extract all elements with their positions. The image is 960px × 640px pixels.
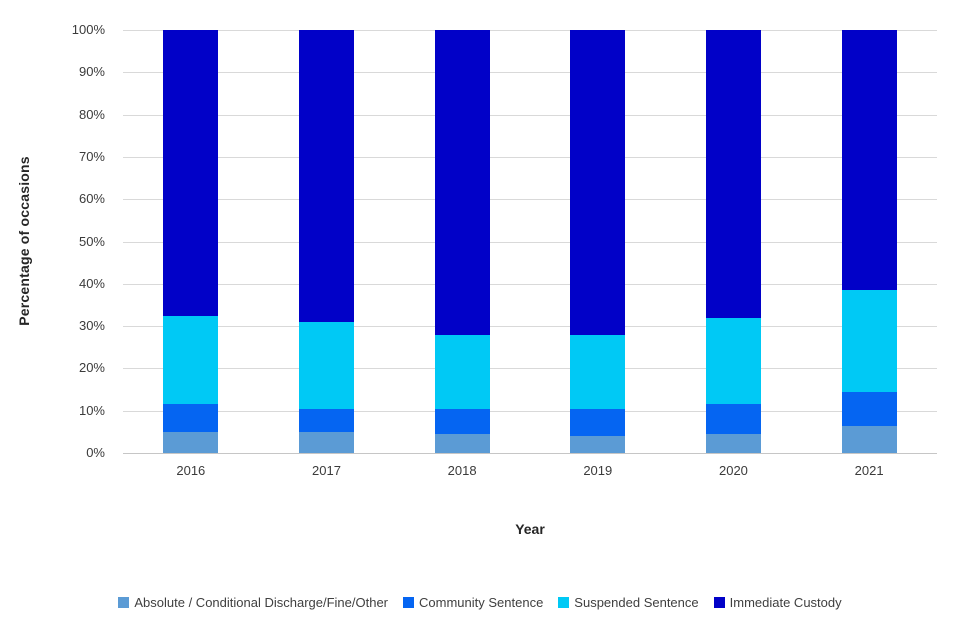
bar-segment [841, 290, 897, 392]
legend-swatch-icon [118, 597, 130, 608]
y-tick-label: 80% [78, 106, 105, 122]
bar-segment [705, 317, 761, 405]
y-tick-label: 10% [78, 402, 105, 418]
legend-item: Community Sentence [403, 595, 543, 610]
bar-segment [705, 404, 761, 434]
bar-segment [298, 431, 354, 453]
bar-segment [163, 431, 219, 453]
legend-swatch-icon [713, 597, 725, 608]
x-tick-label: 2017 [312, 463, 341, 478]
x-tick-label: 2016 [176, 463, 206, 478]
y-tick-label: 20% [78, 360, 105, 376]
bar-segment [434, 30, 490, 335]
y-tick-label: 30% [78, 318, 105, 334]
y-tick-label: 70% [78, 148, 105, 164]
bar-2018 [434, 30, 490, 453]
bar-segment [434, 433, 490, 453]
gridline [123, 410, 937, 412]
legend-item: Suspended Sentence [558, 595, 699, 610]
x-axis-title: Year [515, 521, 545, 537]
legend-label: Immediate Custody [729, 595, 842, 610]
gridline [123, 156, 937, 158]
bar-segment [570, 408, 626, 437]
x-tick-label: 2021 [854, 463, 884, 478]
y-axis-tick-labels: 0% 10% 20% 30% 40% 50% 60% 70% 80% 90% 100% [0, 22, 105, 460]
bar-segment [163, 315, 219, 405]
y-tick-label: 40% [78, 275, 105, 291]
gridline [123, 326, 937, 328]
bar-segment [434, 408, 490, 434]
gridline [123, 368, 937, 370]
bar-segment [705, 433, 761, 453]
gridline [123, 283, 937, 285]
bar-segment [841, 391, 897, 426]
plot-area [123, 30, 937, 454]
bar-segment [570, 30, 626, 335]
legend-label: Suspended Sentence [574, 595, 699, 610]
bar-2016 [163, 30, 219, 453]
y-tick-label: 0% [86, 445, 105, 460]
bars-container [123, 30, 937, 453]
x-tick-label: 2018 [447, 463, 477, 478]
gridline [123, 241, 937, 243]
y-tick-label: 100% [71, 22, 105, 37]
x-tick-label: 2019 [583, 463, 613, 478]
bar-segment [163, 30, 219, 316]
gridline [123, 114, 937, 116]
bar-2019 [570, 30, 626, 453]
gridline [123, 72, 937, 74]
bar-segment [163, 404, 219, 432]
y-tick-label: 50% [78, 233, 105, 249]
legend-item: Immediate Custody [713, 595, 842, 610]
x-axis-tick-labels: 2016 2017 2018 2019 2020 2021 [123, 463, 937, 478]
y-tick-label: 90% [78, 64, 105, 80]
bar-segment [841, 30, 897, 291]
bar-2020 [705, 30, 761, 453]
bar-segment [570, 436, 626, 453]
legend-swatch-icon [403, 597, 415, 608]
bar-segment [570, 334, 626, 409]
bar-segment [298, 408, 354, 432]
legend-label: Absolute / Conditional Discharge/Fine/Ot… [134, 595, 389, 610]
legend: Absolute / Conditional Discharge/Fine/Ot… [0, 595, 960, 610]
x-axis-line [123, 453, 937, 454]
legend-item: Absolute / Conditional Discharge/Fine/Ot… [118, 595, 388, 610]
bar-segment [841, 425, 897, 453]
bar-2017 [298, 30, 354, 453]
gridline [123, 199, 937, 201]
gridline [123, 30, 937, 31]
legend-swatch-icon [558, 597, 570, 608]
y-tick-label: 60% [78, 191, 105, 207]
x-tick-label: 2020 [718, 463, 748, 478]
bar-segment [434, 334, 490, 409]
bar-segment [298, 30, 354, 322]
legend-label: Community Sentence [419, 595, 544, 610]
bar-segment [298, 321, 354, 409]
bar-2021 [841, 30, 897, 453]
bar-segment [705, 30, 761, 318]
